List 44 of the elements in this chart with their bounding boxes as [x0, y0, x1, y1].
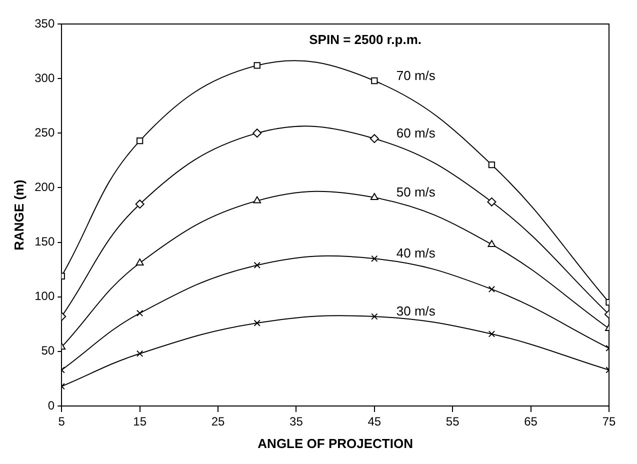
- point: [370, 193, 378, 200]
- y-tick-label: 50: [41, 344, 55, 358]
- series-label: 70 m/s: [396, 68, 436, 83]
- point: [488, 161, 496, 168]
- text: SPIN = 2500 r.p.m.: [309, 32, 422, 48]
- x-tick-label: 25: [211, 414, 226, 429]
- y-tick-label: 0: [48, 398, 55, 412]
- point: [487, 197, 496, 206]
- x-tick-label: 55: [446, 414, 460, 429]
- point: [370, 134, 379, 144]
- point: [136, 137, 144, 144]
- y-tick-label: 100: [34, 289, 55, 304]
- y-tick-label: 150: [34, 234, 55, 249]
- series-label: 30 m/s: [396, 304, 436, 319]
- x-tick-label: 75: [602, 414, 616, 429]
- point: [136, 350, 144, 357]
- x-tick-label: 65: [524, 414, 538, 429]
- point: [488, 330, 496, 338]
- x-axis-title: ANGLE OF PROJECTION: [258, 436, 413, 451]
- x-tick-label: 5: [58, 414, 66, 429]
- point: [254, 62, 260, 69]
- x-tick-label: 15: [133, 414, 147, 429]
- point: [371, 313, 378, 320]
- y-tick-label: 200: [34, 180, 55, 194]
- point: [254, 320, 260, 326]
- y-tick-label: 250: [34, 125, 55, 140]
- point: [252, 128, 262, 138]
- series-label: 50 m/s: [396, 184, 436, 200]
- y-axis-title: RANGE (m): [11, 180, 26, 250]
- x-tick-label: 45: [368, 414, 382, 429]
- point: [371, 77, 378, 84]
- series-label: 60 m/s: [396, 126, 436, 141]
- point: [136, 310, 144, 317]
- point: [136, 258, 144, 266]
- x-tick-label: 35: [290, 414, 304, 429]
- point: [488, 286, 496, 293]
- y-tick-label: 300: [34, 70, 55, 85]
- y-tick-label: 350: [34, 16, 55, 30]
- point: [135, 200, 144, 209]
- point: [488, 240, 496, 247]
- point: [371, 255, 378, 262]
- series-label: 40 m/s: [396, 246, 436, 261]
- point: [254, 262, 260, 269]
- point: [253, 196, 262, 204]
